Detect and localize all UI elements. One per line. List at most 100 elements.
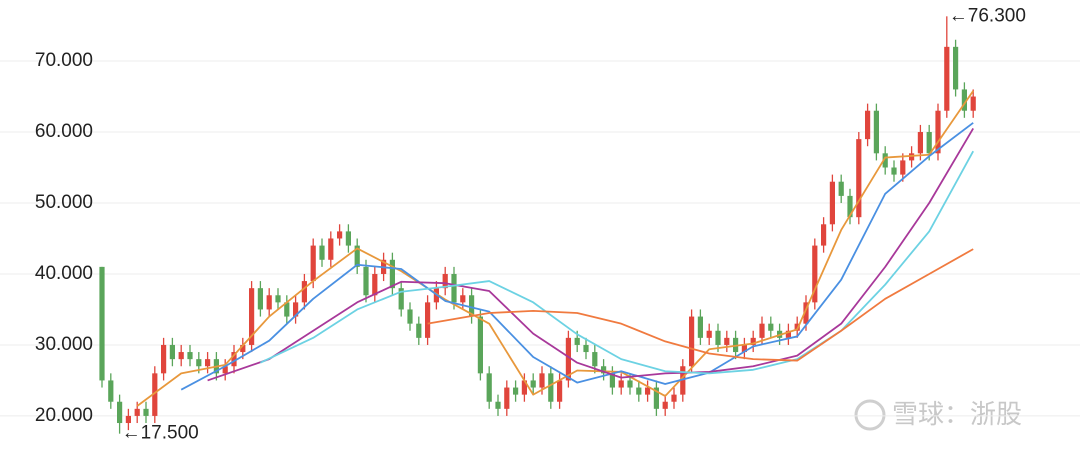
y-tick-label: 60.000 xyxy=(35,121,93,142)
candle-body xyxy=(310,245,316,282)
ma-line xyxy=(260,150,974,375)
candle-body xyxy=(583,344,589,353)
candle-body xyxy=(442,273,448,289)
candle-body xyxy=(961,89,967,111)
candle-body xyxy=(935,110,941,154)
watermark: 雪球：浙股 xyxy=(892,399,1022,429)
candle-body xyxy=(662,401,668,409)
candle-body xyxy=(574,337,580,345)
candle-body xyxy=(495,401,501,409)
candle-body xyxy=(741,344,747,353)
candle-body xyxy=(363,266,369,296)
candle-body xyxy=(469,295,475,317)
candle-body xyxy=(134,408,140,416)
ma-line xyxy=(207,128,974,382)
candle-body xyxy=(803,302,809,324)
candle-body xyxy=(865,110,871,140)
annotation: ←76.300 xyxy=(949,5,1026,26)
candle-body xyxy=(425,302,431,338)
candle-body xyxy=(337,231,343,239)
candle-body xyxy=(521,380,527,395)
candle-body xyxy=(240,344,246,353)
candle-body xyxy=(785,330,791,338)
candle-body xyxy=(477,316,483,374)
candle-body xyxy=(108,380,114,402)
candle-body xyxy=(187,352,193,360)
candle-body xyxy=(592,352,598,367)
candle-body xyxy=(301,281,307,303)
candle-body xyxy=(768,323,774,331)
candle-body xyxy=(539,373,545,388)
candle-body xyxy=(970,96,976,111)
candle-body xyxy=(460,295,466,303)
candle-body xyxy=(398,288,404,310)
candle-body xyxy=(513,387,519,395)
candle-body xyxy=(953,46,959,90)
candle-body xyxy=(873,110,879,154)
candle-body xyxy=(944,46,950,111)
candle-body xyxy=(319,245,325,260)
candle-body xyxy=(125,415,131,424)
candle-body xyxy=(196,359,202,367)
candle-body xyxy=(627,380,633,388)
candle-body xyxy=(451,273,457,303)
candle-body xyxy=(389,259,395,289)
candle-body xyxy=(882,153,888,168)
candle-body xyxy=(293,302,299,317)
candle-body xyxy=(266,295,272,310)
candle-body xyxy=(504,387,510,409)
candle-body xyxy=(759,323,765,338)
candle-body xyxy=(680,366,686,395)
candle-body xyxy=(636,387,642,395)
candle-body xyxy=(143,408,149,416)
candle-body xyxy=(609,373,615,388)
candle-body xyxy=(856,139,862,218)
candle-body xyxy=(565,337,571,381)
candle-body xyxy=(530,380,536,388)
candle-body xyxy=(152,373,158,416)
candle-body xyxy=(169,344,175,360)
candle-body xyxy=(917,132,923,154)
candle-body xyxy=(486,373,492,402)
candle-body xyxy=(829,181,835,225)
candle-body xyxy=(671,394,677,402)
candle-body xyxy=(372,273,378,296)
candle-body xyxy=(706,330,712,338)
ma-line xyxy=(427,248,974,362)
candle-body xyxy=(909,153,915,161)
candle-body xyxy=(618,380,624,388)
candle-body xyxy=(653,387,659,409)
y-tick-label: 20.000 xyxy=(35,405,93,426)
candle-body xyxy=(689,316,695,367)
candle-body xyxy=(117,401,123,424)
candle-body xyxy=(926,132,932,154)
candle-body xyxy=(715,330,721,345)
candle-body xyxy=(275,295,281,303)
candle-body xyxy=(407,309,413,324)
candle-body xyxy=(724,337,730,345)
candle-body xyxy=(697,316,703,338)
candle-body xyxy=(178,352,184,360)
ma-line xyxy=(180,122,974,391)
candle-body xyxy=(750,337,756,345)
ma-line xyxy=(136,90,974,407)
candle-body xyxy=(645,387,651,395)
candle-body xyxy=(548,373,554,402)
candle-body xyxy=(838,181,844,196)
candle-body xyxy=(99,266,105,381)
y-tick-label: 40.000 xyxy=(35,263,93,284)
candle-body xyxy=(354,245,360,267)
candle-body xyxy=(222,366,228,374)
annotation: ←17.500 xyxy=(122,423,199,444)
candle-body xyxy=(847,195,853,218)
candle-body xyxy=(821,224,827,246)
watermark-logo xyxy=(854,399,886,431)
candle-body xyxy=(257,288,263,310)
candle-body xyxy=(328,238,334,260)
candle-body xyxy=(900,160,906,175)
y-tick-label: 50.000 xyxy=(35,192,93,213)
candle-body xyxy=(345,231,351,246)
candle-body xyxy=(284,302,290,317)
candle-body xyxy=(416,323,422,338)
